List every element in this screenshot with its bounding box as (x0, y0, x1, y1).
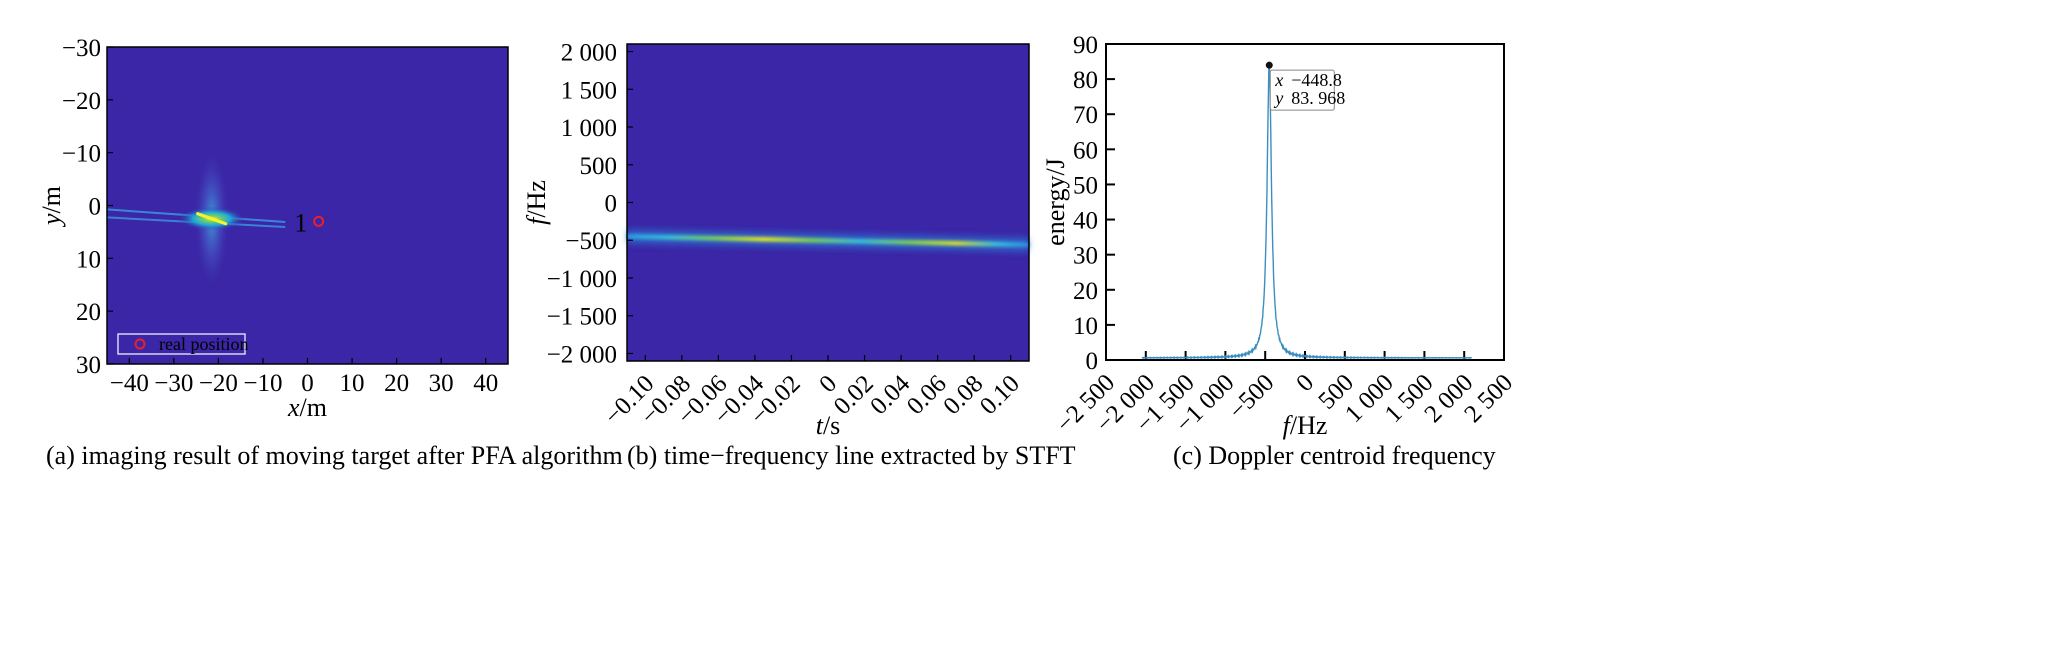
datatip-y-value: 83. 968 (1291, 88, 1345, 108)
y-tick-label: 500 (580, 153, 618, 180)
legend-marker-real-position (134, 338, 146, 350)
y-tick-label: 80 (1073, 67, 1098, 94)
x-tick-label: −40 (110, 370, 149, 397)
y-tick-label: 20 (1073, 278, 1098, 305)
y-tick-label: 30 (76, 352, 101, 379)
heatmap-a-marks: 1 (106, 146, 325, 291)
heatmap-b-ylabel-unit: /Hz (522, 180, 551, 218)
line-c-xlabel-var: f (1283, 411, 1294, 440)
y-tick-label: 70 (1073, 102, 1098, 129)
x-tick-label: 10 (340, 370, 365, 397)
caption-c: (c) Doppler centroid frequency (1173, 441, 1496, 470)
heatmap-a-ylabel: y/m (37, 186, 66, 228)
x-tick-label: 20 (384, 370, 409, 397)
heatmap-b-background (627, 44, 1029, 361)
y-tick-label: −30 (62, 35, 101, 62)
y-tick-label: −2 000 (547, 341, 617, 368)
line-c-xlabel-unit: /Hz (1290, 411, 1328, 440)
x-tick-label: −20 (199, 370, 238, 397)
heatmap-b-xlabel: t/s (816, 411, 841, 440)
datatip-y-label: y (1273, 88, 1283, 108)
y-tick-label: 20 (76, 299, 101, 326)
y-tick-label: −1 500 (547, 304, 617, 331)
heatmap-a-background (107, 47, 508, 364)
line-c-ylabel: energy/J (1041, 158, 1070, 246)
datatip-x-label: x (1274, 70, 1283, 90)
annotation-label: 1 (294, 208, 307, 237)
x-tick-label: −500 (1224, 369, 1280, 425)
heatmap-a-xlabel-unit: /m (300, 393, 327, 422)
y-tick-label: 30 (1073, 243, 1098, 270)
y-tick-label: 50 (1073, 172, 1098, 199)
x-tick-label: 0.10 (975, 370, 1025, 420)
line-c-peak-point (1265, 61, 1273, 69)
line-c-xlabel: f/Hz (1283, 411, 1328, 440)
y-tick-label: 0 (89, 194, 102, 221)
y-tick-label: −10 (62, 141, 101, 168)
legend-label-real-position: real position (159, 334, 248, 354)
caption-b: (b) time−frequency line extracted by STF… (627, 441, 1076, 470)
target-core (196, 212, 228, 226)
x-tick-label: 2 500 (1459, 369, 1518, 428)
y-tick-label: 1 000 (561, 115, 617, 142)
panel-b: −0.10−0.08−0.06−0.04−0.02 00.020.040.060.… (522, 40, 1076, 470)
heatmap-a-ylabel-unit: /m (37, 186, 66, 213)
x-tick-label: −30 (154, 370, 193, 397)
y-tick-label: 0 (605, 191, 618, 218)
heatmap-a-xlabel-var: x (287, 393, 300, 422)
heatmap-b-marks (626, 229, 1030, 252)
x-tick-label: −10 (243, 370, 282, 397)
heatmap-b-ylabel-var: f (522, 214, 551, 225)
line-c-series (1141, 64, 1472, 360)
x-tick-label: 30 (429, 370, 454, 397)
y-tick-label: 0 (1086, 348, 1099, 375)
heatmap-b-xlabel-unit: /s (823, 411, 840, 440)
datatip-x-value: −448.8 (1291, 70, 1342, 90)
y-tick-label: −500 (565, 228, 617, 255)
heatmap-a-xlabel: x/m (287, 393, 327, 422)
y-tick-label: 2 000 (561, 40, 617, 67)
heatmap-a-legend: real position (117, 333, 248, 355)
y-tick-label: 90 (1073, 32, 1098, 59)
datatip-box (1269, 69, 1335, 111)
y-tick-label: 40 (1073, 208, 1098, 235)
panel-a: 1 −40 −30 −20 −10 0 10 20 30 40−30−20−100102030 … (37, 35, 623, 470)
real-position-marker (313, 215, 325, 227)
y-tick-label: −1 000 (547, 266, 617, 293)
line-c-datatip: x −448.8 y 83. 968 (1269, 69, 1345, 111)
heatmap-b-ylabel: f/Hz (522, 180, 551, 225)
x-tick-label: 0 (301, 370, 314, 397)
y-tick-label: 60 (1073, 137, 1098, 164)
tf-line (626, 234, 1030, 248)
y-tick-label: 10 (1073, 313, 1098, 340)
y-tick-label: 10 (76, 246, 101, 273)
y-tick-label: 1 500 (561, 77, 617, 104)
datatip-y-row: y 83. 968 (1273, 88, 1345, 108)
caption-a: (a) imaging result of moving target afte… (46, 441, 623, 470)
legend-box (117, 333, 246, 355)
heatmap-b-xlabel-var: t (816, 411, 824, 440)
y-tick-label: −20 (62, 88, 101, 115)
x-tick-label: 40 (473, 370, 498, 397)
datatip-x-row: x −448.8 (1274, 70, 1342, 90)
heatmap-a-ylabel-var: y (37, 213, 66, 228)
